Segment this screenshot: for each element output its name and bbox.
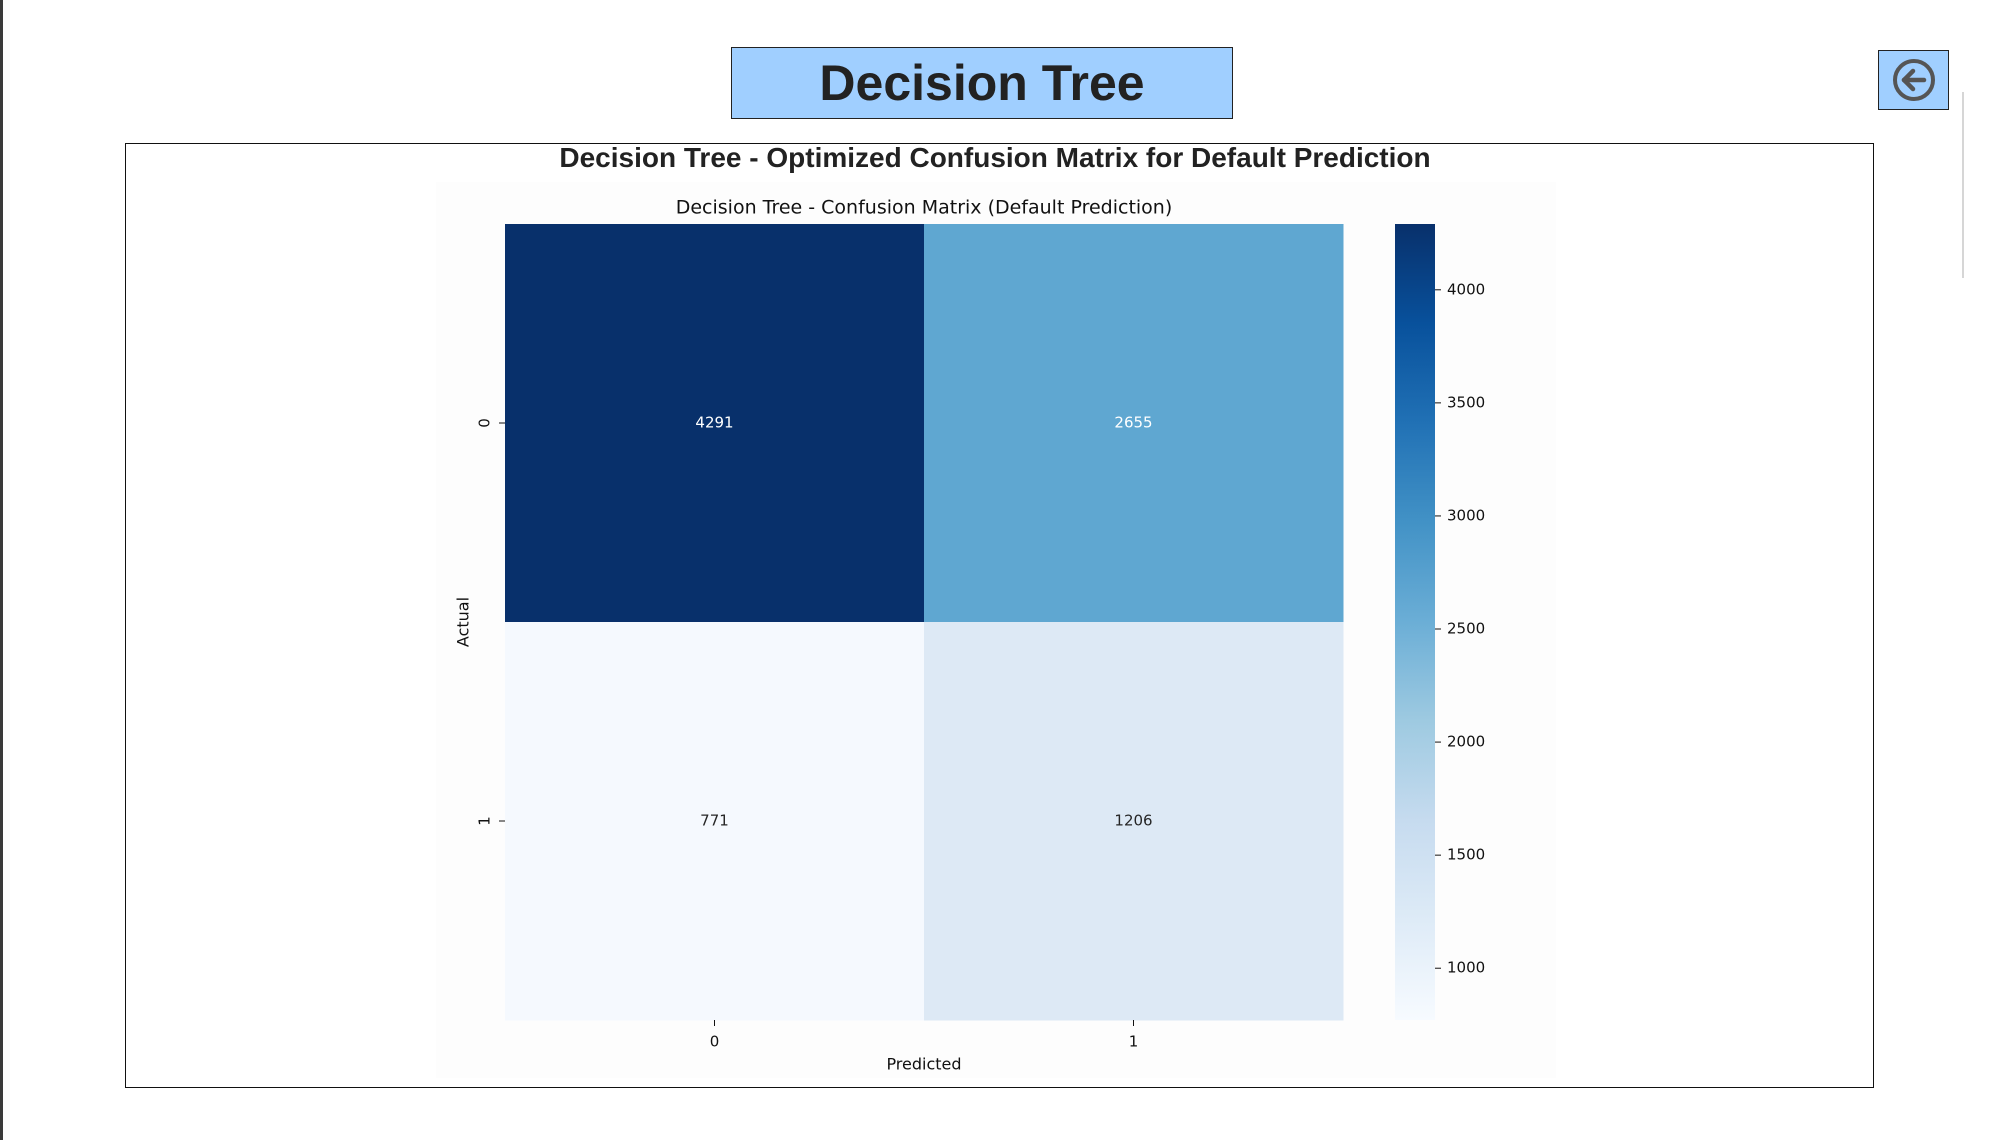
y-tick-label: 1 <box>476 816 494 826</box>
y-axis-label: Actual <box>454 597 473 647</box>
heatmap-cell <box>924 622 1344 1021</box>
x-tick-label: 1 <box>1129 1033 1139 1051</box>
cell-value-label: 771 <box>700 812 729 830</box>
colorbar-tick-label: 2500 <box>1447 620 1485 638</box>
cell-value-label: 4291 <box>695 414 733 432</box>
y-tick-label: 0 <box>476 418 494 428</box>
window-left-border <box>0 0 3 1140</box>
colorbar <box>1395 224 1435 1020</box>
figure-title: Decision Tree - Optimized Confusion Matr… <box>559 142 1431 173</box>
cell-value-label: 2655 <box>1114 414 1152 432</box>
cell-value-label: 1206 <box>1114 812 1152 830</box>
heatmap-cell <box>924 224 1344 623</box>
window-right-border <box>1962 92 1964 278</box>
colorbar-tick-label: 2000 <box>1447 733 1485 751</box>
colorbar-tick-label: 4000 <box>1447 280 1485 298</box>
colorbar-tick-label: 1000 <box>1447 959 1485 977</box>
back-button[interactable] <box>1878 50 1949 110</box>
page-title: Decision Tree <box>819 55 1145 111</box>
colorbar-tick-label: 1500 <box>1447 846 1485 864</box>
x-tick-label: 0 <box>710 1033 720 1051</box>
arrow-left-circle-icon <box>1892 59 1935 101</box>
colorbar-tick-label: 3500 <box>1447 393 1485 411</box>
x-axis-label: Predicted <box>886 1055 961 1074</box>
heatmap-cell <box>505 224 925 623</box>
page-title-banner: Decision Tree <box>731 47 1233 119</box>
colorbar-tick-label: 3000 <box>1447 506 1485 524</box>
heatmap-cell <box>505 622 925 1021</box>
chart-title: Decision Tree - Confusion Matrix (Defaul… <box>676 197 1173 219</box>
